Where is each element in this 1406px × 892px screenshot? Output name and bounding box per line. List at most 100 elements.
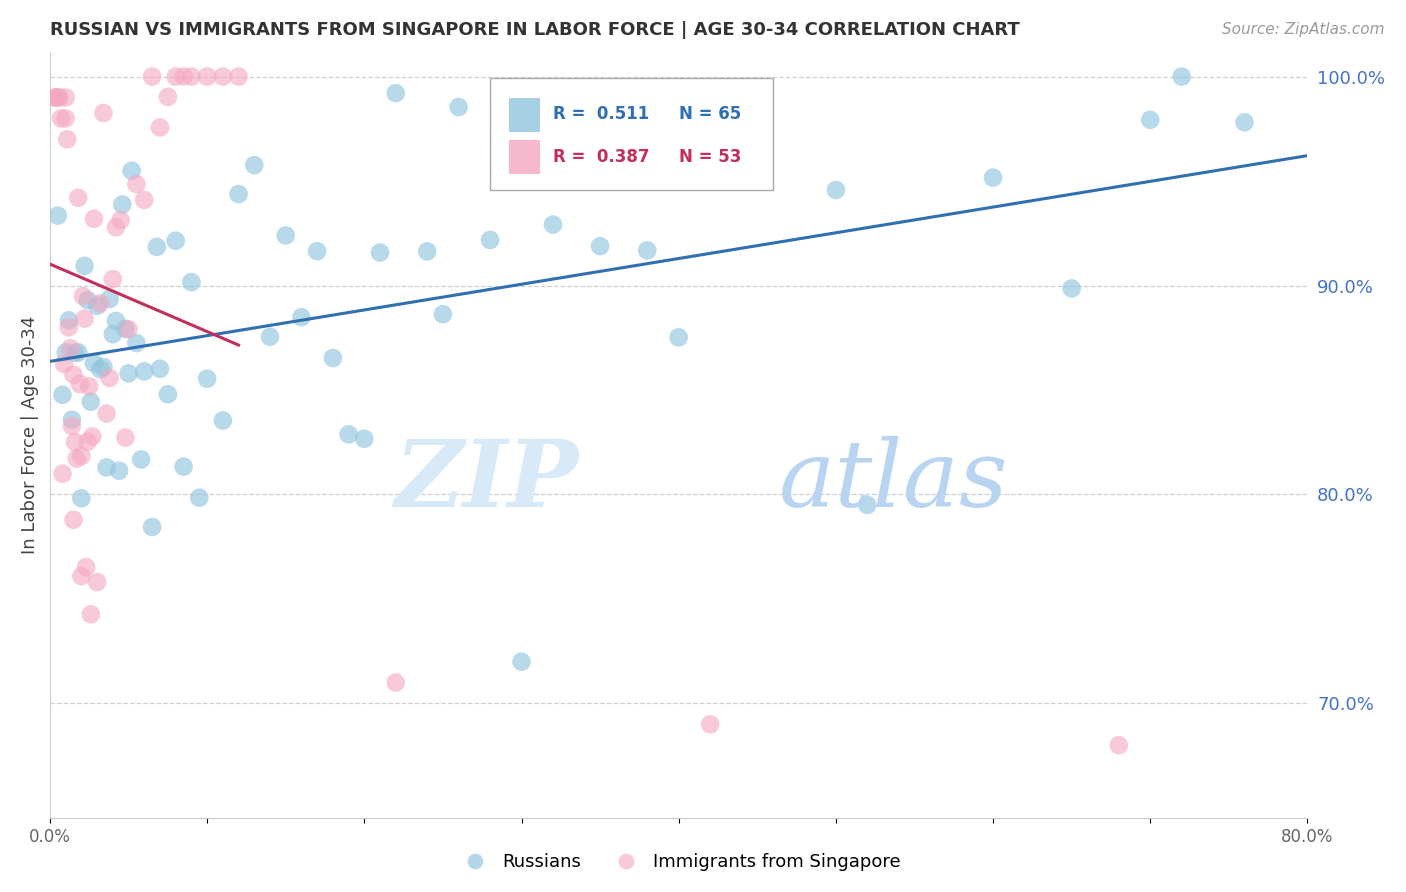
Point	[668, 330, 690, 344]
Point	[53, 357, 76, 371]
Point	[149, 361, 172, 376]
Point	[63, 346, 86, 360]
Point	[101, 327, 124, 342]
Point	[510, 655, 533, 669]
Point	[856, 498, 879, 512]
Point	[180, 275, 202, 289]
Point	[48, 90, 70, 104]
Point	[134, 364, 156, 378]
Point	[55, 90, 77, 104]
Point	[384, 675, 406, 690]
Point	[825, 183, 848, 197]
Point	[447, 100, 470, 114]
Point	[80, 607, 103, 622]
Point	[60, 412, 83, 426]
Point	[149, 120, 172, 135]
Point	[125, 177, 148, 191]
Point	[307, 244, 329, 259]
Point	[165, 70, 187, 84]
Point	[981, 170, 1004, 185]
Point	[211, 70, 233, 84]
Point	[1233, 115, 1256, 129]
Point	[180, 70, 202, 84]
Point	[173, 459, 195, 474]
Point	[62, 513, 84, 527]
Point	[156, 90, 179, 104]
FancyBboxPatch shape	[509, 140, 540, 174]
Text: RUSSIAN VS IMMIGRANTS FROM SINGAPORE IN LABOR FORCE | AGE 30-34 CORRELATION CHAR: RUSSIAN VS IMMIGRANTS FROM SINGAPORE IN …	[51, 21, 1019, 39]
Point	[55, 112, 77, 126]
Point	[129, 452, 152, 467]
Point	[60, 419, 83, 434]
Point	[66, 451, 89, 466]
Point	[368, 245, 391, 260]
Text: ZIP: ZIP	[394, 436, 578, 526]
Point	[121, 163, 143, 178]
Point	[56, 132, 79, 146]
Point	[117, 367, 139, 381]
Text: Source: ZipAtlas.com: Source: ZipAtlas.com	[1222, 22, 1385, 37]
Point	[1139, 112, 1161, 127]
Point	[195, 372, 218, 386]
Point	[70, 569, 93, 583]
Point	[75, 560, 97, 574]
Point	[1060, 281, 1083, 295]
Point	[96, 460, 118, 475]
Point	[45, 90, 67, 104]
Point	[73, 311, 96, 326]
Point	[96, 407, 118, 421]
Point	[58, 320, 80, 334]
Point	[141, 520, 163, 534]
Point	[211, 413, 233, 427]
Point	[432, 307, 454, 321]
Text: R =  0.387: R = 0.387	[553, 147, 650, 166]
Point	[699, 717, 721, 731]
Point	[141, 70, 163, 84]
Point	[63, 435, 86, 450]
Point	[274, 228, 297, 243]
Point	[195, 70, 218, 84]
Point	[1108, 738, 1130, 752]
Point	[69, 376, 91, 391]
Point	[111, 197, 134, 211]
Point	[70, 449, 93, 463]
Point	[73, 259, 96, 273]
Point	[93, 359, 115, 374]
Point	[114, 431, 136, 445]
Point	[83, 211, 105, 226]
Point	[51, 467, 73, 481]
Point	[76, 434, 98, 449]
Point	[67, 345, 90, 359]
Point	[49, 112, 72, 126]
Point	[156, 387, 179, 401]
Point	[101, 272, 124, 286]
Text: N = 53: N = 53	[679, 147, 741, 166]
Point	[76, 293, 98, 307]
Text: R =  0.511: R = 0.511	[553, 105, 650, 123]
Text: atlas: atlas	[779, 436, 1008, 526]
Point	[117, 322, 139, 336]
Point	[70, 491, 93, 506]
Point	[134, 193, 156, 207]
Point	[322, 351, 344, 365]
Point	[82, 429, 104, 443]
Point	[59, 341, 82, 355]
Point	[259, 330, 281, 344]
Point	[228, 187, 250, 202]
Point	[77, 379, 100, 393]
Point	[46, 209, 69, 223]
Point	[108, 464, 131, 478]
Point	[89, 296, 111, 310]
Point	[44, 90, 66, 104]
Point	[110, 213, 132, 227]
Point	[636, 244, 658, 258]
Point	[98, 371, 121, 385]
Point	[188, 491, 211, 505]
Point	[146, 240, 169, 254]
Point	[51, 388, 73, 402]
Point	[104, 314, 127, 328]
Point	[243, 158, 266, 172]
Point	[165, 234, 187, 248]
Point	[55, 345, 77, 359]
Point	[86, 575, 108, 590]
